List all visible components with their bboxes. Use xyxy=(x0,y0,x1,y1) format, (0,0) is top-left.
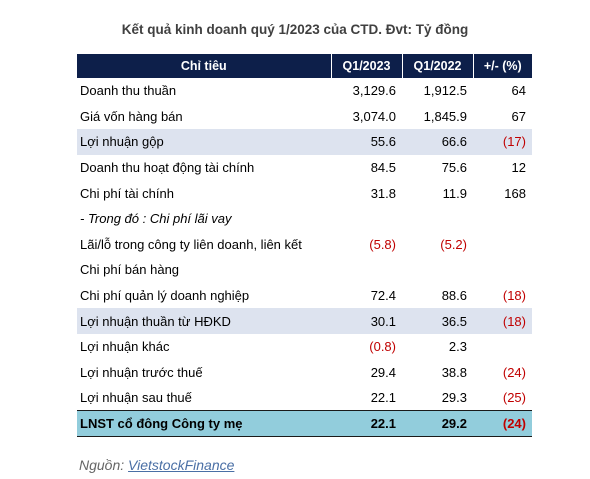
row-label: Chi phí quản lý doanh nghiệp xyxy=(80,288,250,304)
source-link[interactable]: VietstockFinance xyxy=(128,457,235,473)
row-label: Lợi nhuận sau thuế xyxy=(80,390,192,406)
value-q1-2022: 1,912.5 xyxy=(423,83,467,99)
table-header-row: Chỉ tiêu Q1/2023 Q1/2022 +/- (%) xyxy=(77,54,532,78)
source-prefix: Nguồn: xyxy=(79,457,129,473)
table-row: Chi phí quản lý doanh nghiệp 72.4 88.6 (… xyxy=(77,283,532,309)
value-change xyxy=(473,334,532,360)
table-row: Chi phí bán hàng xyxy=(77,257,532,283)
table-row: Doanh thu thuần 3,129.6 1,912.5 64 xyxy=(77,78,532,104)
value-change: (24) xyxy=(473,410,532,437)
value-q1-2023: 72.4 xyxy=(370,288,396,304)
row-label: Chi phí tài chính xyxy=(80,185,174,201)
value-change: (18) xyxy=(502,288,526,304)
value-change: (24) xyxy=(502,364,526,380)
value-change xyxy=(473,232,532,258)
table-row: Lợi nhuận gộp 55.6 66.6 (17) xyxy=(77,129,532,155)
header-q1-2023: Q1/2023 xyxy=(331,54,403,78)
value-q1-2022: 11.9 xyxy=(442,185,467,201)
value-q1-2022: 29.2 xyxy=(402,410,473,437)
table-row: Lãi/lỗ trong công ty liên doanh, liên kế… xyxy=(77,232,532,258)
value-q1-2022 xyxy=(402,206,473,232)
value-q1-2022: 75.6 xyxy=(441,160,467,176)
header-indicator: Chỉ tiêu xyxy=(77,54,332,78)
header-change-pct: +/- (%) xyxy=(473,54,532,78)
value-q1-2023: 84.5 xyxy=(370,160,396,176)
value-q1-2022: 1,845.9 xyxy=(423,108,467,124)
row-label: LNST cổ đông Công ty mẹ xyxy=(77,410,331,437)
value-q1-2023: (0.8) xyxy=(369,339,396,355)
value-q1-2022: 38.8 xyxy=(441,364,467,380)
value-q1-2022: 88.6 xyxy=(441,288,467,304)
header-q1-2022: Q1/2022 xyxy=(402,54,474,78)
value-change xyxy=(473,206,532,232)
row-label: Doanh thu hoạt động tài chính xyxy=(80,160,255,176)
table-row: - Trong đó : Chi phí lãi vay xyxy=(77,206,532,232)
row-label: Giá vốn hàng bán xyxy=(80,108,183,124)
value-q1-2022 xyxy=(402,257,473,283)
row-label: Lợi nhuận trước thuế xyxy=(80,364,203,380)
value-q1-2023: 55.6 xyxy=(331,129,402,155)
value-q1-2023: 3,129.6 xyxy=(352,83,396,99)
source-line: Nguồn: VietstockFinance xyxy=(79,457,234,473)
financial-results-table: Chỉ tiêu Q1/2023 Q1/2022 +/- (%) Doanh t… xyxy=(77,54,532,437)
table-row: Lợi nhuận sau thuế 22.1 29.3 (25) xyxy=(77,385,532,411)
value-q1-2023: (5.8) xyxy=(369,236,396,252)
table-row: Giá vốn hàng bán 3,074.0 1,845.9 67 xyxy=(77,104,532,130)
value-change: 67 xyxy=(511,108,526,124)
value-q1-2022: 2.3 xyxy=(448,339,467,355)
value-change xyxy=(473,257,532,283)
value-q1-2023 xyxy=(331,206,402,232)
value-change: 168 xyxy=(504,185,526,201)
value-q1-2022: 29.3 xyxy=(441,390,467,406)
table-title: Kết quả kinh doanh quý 1/2023 của CTD. Đ… xyxy=(121,22,469,37)
value-change: 64 xyxy=(511,83,526,99)
row-label: Doanh thu thuần xyxy=(80,83,177,99)
value-q1-2023: 22.1 xyxy=(370,390,396,406)
table-row: Chi phí tài chính 31.8 11.9 168 xyxy=(77,180,532,206)
row-label: Lợi nhuận khác xyxy=(80,339,170,355)
value-q1-2023: 22.1 xyxy=(331,410,402,437)
table-row: Doanh thu hoạt động tài chính 84.5 75.6 … xyxy=(77,155,532,181)
value-change: 12 xyxy=(511,160,526,176)
row-label: Chi phí bán hàng xyxy=(80,262,180,278)
value-change: (17) xyxy=(473,129,532,155)
value-q1-2023: 31.8 xyxy=(370,185,396,201)
row-label: Lợi nhuận thuần từ HĐKD xyxy=(77,308,331,334)
value-q1-2023: 29.4 xyxy=(370,364,396,380)
table-row: Lợi nhuận trước thuế 29.4 38.8 (24) xyxy=(77,360,532,386)
table-row: Lợi nhuận khác (0.8) 2.3 xyxy=(77,334,532,360)
value-q1-2023 xyxy=(331,257,402,283)
value-change: (18) xyxy=(473,308,532,334)
row-label: Lợi nhuận gộp xyxy=(77,129,331,155)
table-row: Lợi nhuận thuần từ HĐKD 30.1 36.5 (18) xyxy=(77,308,532,334)
value-q1-2022: 36.5 xyxy=(402,308,473,334)
value-q1-2022: 66.6 xyxy=(402,129,473,155)
value-q1-2022: (5.2) xyxy=(440,236,467,252)
value-change: (25) xyxy=(502,390,526,406)
table-row-total: LNST cổ đông Công ty mẹ 22.1 29.2 (24) xyxy=(77,410,532,437)
value-q1-2023: 30.1 xyxy=(331,308,402,334)
value-q1-2023: 3,074.0 xyxy=(352,108,396,124)
row-label: Lãi/lỗ trong công ty liên doanh, liên kế… xyxy=(80,236,302,252)
row-label: - Trong đó : Chi phí lãi vay xyxy=(80,211,232,227)
